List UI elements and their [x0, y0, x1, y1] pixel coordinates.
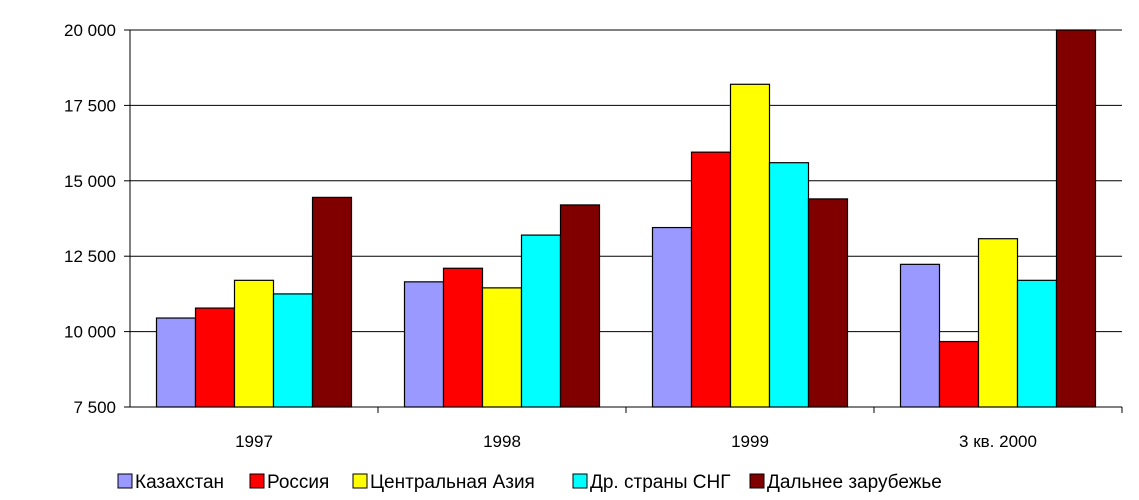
bar — [155, 317, 197, 408]
legend-label: Дальнее зарубежье — [767, 472, 942, 493]
y-tick-label: 17 500 — [64, 96, 116, 115]
bar — [690, 151, 732, 408]
bar — [938, 340, 980, 408]
legend-item: Центральная Азия — [352, 472, 535, 493]
legend-swatch — [572, 473, 588, 489]
bar — [481, 287, 523, 408]
bar — [559, 204, 601, 408]
bars — [155, 29, 1097, 408]
bar — [729, 83, 771, 408]
y-axis-ticks: 7 500 10 000 12 500 15 000 17 500 20 000 — [64, 21, 130, 417]
bar — [899, 263, 941, 408]
bar — [442, 267, 484, 408]
bar — [651, 226, 693, 408]
legend: Казахстан Россия Центральная Азия Др. стран… — [117, 472, 942, 493]
legend-item: Дальнее зарубежье — [749, 472, 942, 493]
x-tick-label: 1997 — [235, 432, 273, 451]
bar — [1055, 29, 1097, 408]
bar — [1016, 279, 1058, 408]
legend-swatch — [117, 473, 133, 489]
legend-item: Др. страны СНГ — [572, 472, 731, 493]
bar — [272, 293, 314, 408]
gridlines — [130, 29, 1122, 333]
bar — [194, 307, 236, 408]
bar — [311, 196, 353, 408]
y-tick-label: 20 000 — [64, 21, 116, 40]
bar — [233, 279, 275, 408]
legend-swatch — [749, 473, 765, 489]
x-tick-label: 1999 — [731, 432, 769, 451]
bar — [520, 234, 562, 408]
x-tick-label: 1998 — [483, 432, 521, 451]
legend-label: Центральная Азия — [370, 472, 535, 493]
legend-item: Россия — [249, 472, 329, 493]
bar — [977, 238, 1019, 408]
legend-swatch — [249, 473, 265, 489]
bar — [768, 162, 810, 408]
legend-item: Казахстан — [117, 472, 224, 493]
y-tick-label: 15 000 — [64, 172, 116, 191]
y-tick-label: 12 500 — [64, 247, 116, 266]
legend-label: Россия — [267, 472, 329, 493]
legend-swatch — [352, 473, 368, 489]
y-tick-label: 10 000 — [64, 323, 116, 342]
legend-label: Казахстан — [135, 472, 224, 493]
bar — [403, 281, 445, 408]
bar — [807, 198, 849, 408]
legend-label: Др. страны СНГ — [590, 472, 731, 493]
x-axis-ticks: 1997 1998 1999 3 кв. 2000 — [235, 407, 1123, 451]
x-tick-label: 3 кв. 2000 — [959, 432, 1037, 451]
y-tick-label: 7 500 — [73, 398, 116, 417]
